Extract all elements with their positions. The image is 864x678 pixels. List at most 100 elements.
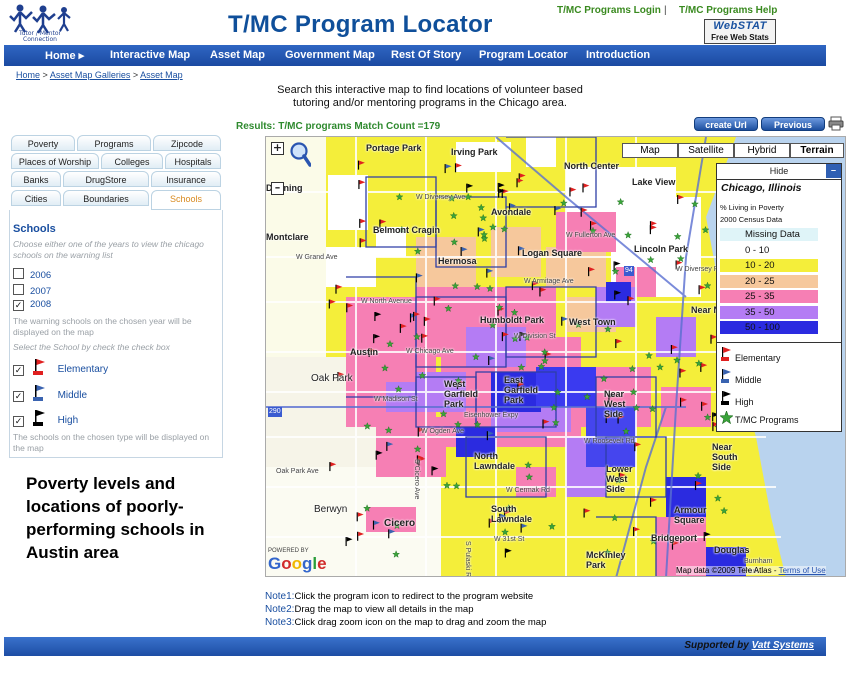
tab-drugstore[interactable]: DrugStore xyxy=(63,171,149,187)
breadcrumb-home[interactable]: Home xyxy=(16,70,41,80)
green-star-icon[interactable] xyxy=(676,254,685,263)
red-flag-icon[interactable] xyxy=(694,481,702,491)
green-star-icon[interactable] xyxy=(673,356,681,364)
green-star-icon[interactable] xyxy=(501,528,510,536)
blue-flag-icon[interactable] xyxy=(460,247,468,257)
blue-flag-icon[interactable] xyxy=(520,523,528,533)
green-star-icon[interactable] xyxy=(511,334,520,343)
programs-login-link[interactable]: T/MC Programs Login xyxy=(557,5,661,16)
green-star-icon[interactable] xyxy=(442,481,451,489)
red-flag-icon[interactable] xyxy=(542,419,550,429)
red-flag-icon[interactable] xyxy=(583,508,591,518)
green-star-icon[interactable] xyxy=(450,238,459,246)
zoom-in-button[interactable]: + xyxy=(271,141,284,155)
green-star-icon[interactable] xyxy=(454,376,463,385)
blue-flag-icon[interactable] xyxy=(386,441,394,451)
green-star-icon[interactable] xyxy=(624,231,633,239)
green-star-icon[interactable] xyxy=(384,426,393,434)
green-star-icon[interactable] xyxy=(614,476,623,484)
maptype-satellite-button[interactable]: Satellite xyxy=(678,143,734,158)
green-star-icon[interactable] xyxy=(500,225,509,233)
tmc-logo-icon[interactable] xyxy=(6,2,76,42)
green-star-icon[interactable] xyxy=(694,359,703,367)
blue-flag-icon[interactable] xyxy=(486,431,494,441)
zoom-out-button[interactable]: – xyxy=(271,182,284,195)
red-flag-icon[interactable] xyxy=(423,316,431,326)
black-flag-icon[interactable] xyxy=(498,188,506,198)
green-star-icon[interactable] xyxy=(380,364,389,372)
year-2007-checkbox[interactable] xyxy=(13,284,24,295)
green-star-icon[interactable] xyxy=(454,420,462,428)
green-star-icon[interactable] xyxy=(551,418,560,427)
terms-of-use-link[interactable]: Terms of Use xyxy=(778,566,826,575)
black-flag-icon[interactable] xyxy=(375,450,383,460)
red-flag-icon[interactable] xyxy=(337,372,345,382)
green-star-icon[interactable] xyxy=(629,387,638,396)
blue-flag-icon[interactable] xyxy=(477,227,485,237)
red-flag-icon[interactable] xyxy=(701,401,709,411)
tab-places-of-worship[interactable]: Places of Worship xyxy=(11,153,99,169)
maptype-hybrid-button[interactable]: Hybrid xyxy=(734,143,790,158)
year-2006-checkbox[interactable] xyxy=(13,268,24,279)
nav-introduction[interactable]: Introduction xyxy=(586,49,651,61)
black-flag-icon[interactable] xyxy=(374,311,382,321)
tab-colleges[interactable]: Colleges xyxy=(101,153,163,169)
black-flag-icon[interactable] xyxy=(703,532,711,542)
red-flag-icon[interactable] xyxy=(359,238,367,248)
red-flag-icon[interactable] xyxy=(417,427,425,437)
middle-checkbox[interactable]: ✓ xyxy=(13,391,24,402)
red-flag-icon[interactable] xyxy=(589,221,597,231)
red-flag-icon[interactable] xyxy=(677,194,685,204)
green-star-icon[interactable] xyxy=(510,308,519,316)
year-2008-option[interactable]: ✓ 2008 xyxy=(13,299,52,311)
green-star-icon[interactable] xyxy=(673,232,682,240)
black-flag-icon[interactable] xyxy=(345,537,353,547)
green-star-icon[interactable] xyxy=(395,192,404,201)
red-flag-icon[interactable] xyxy=(649,225,657,235)
red-flag-icon[interactable] xyxy=(569,187,577,197)
green-star-icon[interactable] xyxy=(540,356,549,365)
green-star-icon[interactable] xyxy=(394,385,403,393)
green-star-icon[interactable] xyxy=(363,422,372,430)
red-flag-icon[interactable] xyxy=(531,281,539,291)
red-flag-icon[interactable] xyxy=(634,442,642,452)
drag-zoom-magnifier-icon[interactable] xyxy=(289,141,311,167)
blue-flag-icon[interactable] xyxy=(388,529,396,539)
green-star-icon[interactable] xyxy=(547,522,556,530)
green-star-icon[interactable] xyxy=(451,281,460,290)
tab-cities[interactable]: Cities xyxy=(11,190,61,206)
green-star-icon[interactable] xyxy=(648,404,657,413)
green-star-icon[interactable] xyxy=(599,374,608,383)
google-logo[interactable]: Google xyxy=(268,554,327,573)
green-star-icon[interactable] xyxy=(703,413,712,421)
tab-schools[interactable]: Schools xyxy=(151,190,221,210)
poverty-map-canvas[interactable] xyxy=(266,137,846,577)
webstat-badge[interactable]: WebSTAT Free Web Stats xyxy=(704,19,776,44)
green-star-icon[interactable] xyxy=(559,199,568,207)
elementary-checkbox[interactable]: ✓ xyxy=(13,365,24,376)
green-star-icon[interactable] xyxy=(603,548,612,556)
green-star-icon[interactable] xyxy=(694,471,703,480)
black-flag-icon[interactable] xyxy=(497,182,505,192)
blue-flag-icon[interactable] xyxy=(508,203,516,213)
red-flag-icon[interactable] xyxy=(675,260,683,270)
green-star-icon[interactable] xyxy=(504,504,513,512)
green-star-icon[interactable] xyxy=(413,445,422,453)
green-star-icon[interactable] xyxy=(477,203,486,212)
green-star-icon[interactable] xyxy=(646,255,655,264)
legend-hide-button[interactable]: Hide – xyxy=(717,164,841,180)
nav-home[interactable]: Home ▸ xyxy=(45,50,85,62)
red-flag-icon[interactable] xyxy=(516,178,524,188)
red-flag-icon[interactable] xyxy=(379,219,387,229)
green-star-icon[interactable] xyxy=(540,348,549,356)
nav-interactive-map[interactable]: Interactive Map xyxy=(110,49,191,61)
green-star-icon[interactable] xyxy=(649,537,658,545)
red-flag-icon[interactable] xyxy=(488,518,496,528)
green-star-icon[interactable] xyxy=(452,481,461,490)
red-flag-icon[interactable] xyxy=(357,160,365,170)
green-star-icon[interactable] xyxy=(486,284,494,293)
red-flag-icon[interactable] xyxy=(671,540,679,550)
collapse-icon[interactable]: – xyxy=(826,164,841,178)
black-flag-icon[interactable] xyxy=(613,261,621,271)
red-flag-icon[interactable] xyxy=(633,527,641,537)
